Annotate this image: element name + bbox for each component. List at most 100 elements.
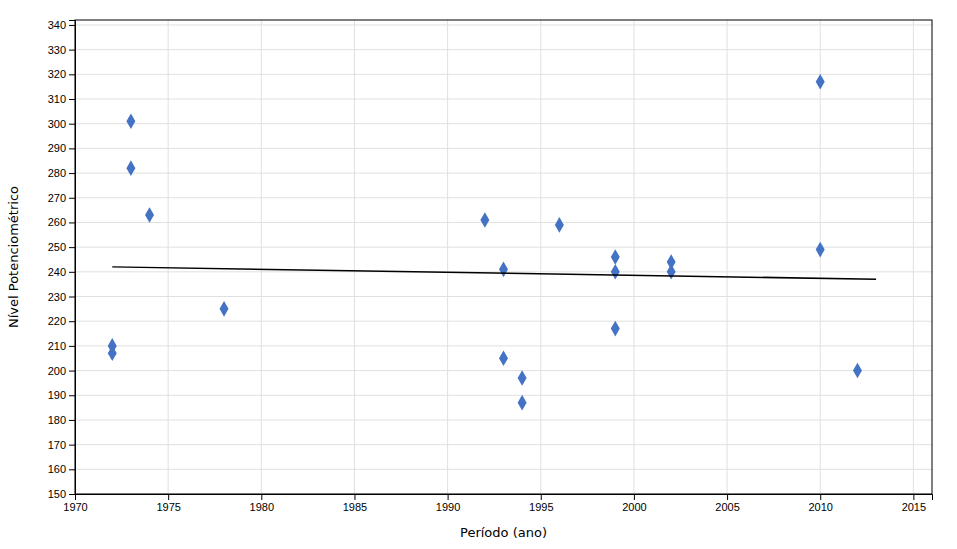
- y-tick: 180: [48, 414, 75, 426]
- y-grid-line: [75, 49, 932, 50]
- y-tick: 280: [48, 167, 75, 179]
- x-tick: 2000: [622, 494, 646, 513]
- y-tick: 190: [48, 389, 75, 401]
- y-tick: 250: [48, 241, 75, 253]
- y-tick-label: 230: [48, 291, 66, 303]
- x-tick-label: 2000: [622, 501, 646, 513]
- y-grid-line: [75, 345, 932, 346]
- y-tick-mark: [69, 494, 75, 495]
- y-tick: 210: [48, 340, 75, 352]
- y-tick: 340: [48, 19, 75, 31]
- y-tick-mark: [69, 445, 75, 446]
- scatter-point: [145, 207, 154, 223]
- y-tick-label: 150: [48, 488, 66, 500]
- x-tick: 1985: [343, 494, 367, 513]
- x-tick-label: 1985: [343, 501, 367, 513]
- y-tick-mark: [69, 74, 75, 75]
- scatter-point: [480, 212, 489, 228]
- x-tick-mark: [913, 494, 914, 500]
- x-tick-label: 2015: [902, 501, 926, 513]
- x-tick-label: 2005: [715, 501, 739, 513]
- y-tick: 330: [48, 44, 75, 56]
- y-grid-line: [75, 24, 932, 25]
- y-tick-mark: [69, 469, 75, 470]
- y-grid-line: [75, 222, 932, 223]
- y-tick-label: 260: [48, 216, 66, 228]
- y-grid-line: [75, 173, 932, 174]
- x-tick-mark: [448, 494, 449, 500]
- y-grid-line: [75, 444, 932, 445]
- y-tick-label: 290: [48, 142, 66, 154]
- y-axis-title: Nível Potenciométrico: [6, 186, 21, 328]
- scatter-point: [518, 370, 527, 386]
- y-tick: 240: [48, 266, 75, 278]
- y-tick-label: 240: [48, 266, 66, 278]
- x-tick-label: 1980: [250, 501, 274, 513]
- x-tick-label: 1970: [63, 501, 87, 513]
- x-axis-title: Período (ano): [460, 525, 547, 540]
- x-grid-line: [727, 20, 728, 494]
- plot: 1970 1975 1980 1985 1990 1995 2000 2005 2010 2015…: [48, 19, 933, 513]
- y-tick-label: 280: [48, 167, 66, 179]
- y-tick-mark: [69, 297, 75, 298]
- y-tick: 160: [48, 463, 75, 475]
- x-tick-label: 1975: [156, 501, 180, 513]
- y-tick-label: 160: [48, 463, 66, 475]
- y-tick-label: 320: [48, 68, 66, 80]
- y-grid-line: [75, 296, 932, 297]
- y-tick-label: 270: [48, 192, 66, 204]
- x-tick: 1975: [156, 494, 180, 513]
- scatter-point: [499, 262, 508, 278]
- y-tick: 260: [48, 216, 75, 228]
- y-grid-line: [75, 370, 932, 371]
- scatter-point: [816, 242, 825, 258]
- x-tick: 1980: [250, 494, 274, 513]
- x-axis: 1970 1975 1980 1985 1990 1995 2000 2005 2010 2015: [63, 494, 932, 513]
- y-tick-mark: [69, 420, 75, 421]
- y-tick-mark: [69, 173, 75, 174]
- y-grid-line: [75, 321, 932, 322]
- y-tick: 170: [48, 439, 75, 451]
- x-tick-mark: [261, 494, 262, 500]
- marks: [108, 74, 876, 411]
- y-grid-line: [75, 247, 932, 248]
- y-tick-label: 170: [48, 439, 66, 451]
- y-tick-label: 310: [48, 93, 66, 105]
- y-grid-line: [75, 419, 932, 420]
- plot-frame: [75, 20, 932, 494]
- chart: 1970 1975 1980 1985 1990 1995 2000 2005 2010 2015…: [0, 0, 957, 549]
- x-tick-label: 1995: [529, 501, 553, 513]
- scatter-point: [816, 74, 825, 90]
- y-tick-label: 190: [48, 389, 66, 401]
- y-tick-mark: [69, 321, 75, 322]
- y-tick-mark: [69, 346, 75, 347]
- y-tick-mark: [69, 272, 75, 273]
- x-grid-line: [261, 20, 262, 494]
- x-axis-line: [76, 495, 933, 501]
- x-grid-line: [540, 20, 541, 494]
- y-grid-line: [75, 123, 932, 124]
- y-tick: 150: [48, 488, 75, 500]
- y-grid-line: [75, 469, 932, 470]
- x-tick-label: 2010: [808, 501, 832, 513]
- y-tick-label: 250: [48, 241, 66, 253]
- y-tick: 220: [48, 315, 75, 327]
- x-tick-mark: [634, 494, 635, 500]
- y-axis-line: [69, 21, 76, 495]
- x-tick: 1990: [436, 494, 460, 513]
- x-tick-mark: [168, 494, 169, 500]
- scatter-point: [518, 395, 527, 411]
- y-tick-mark: [69, 148, 75, 149]
- y-tick-label: 340: [48, 19, 66, 31]
- x-grid-line: [447, 20, 448, 494]
- y-tick-label: 330: [48, 44, 66, 56]
- y-tick: 200: [48, 365, 75, 377]
- x-tick: 1970: [63, 494, 87, 513]
- x-tick-mark: [354, 494, 355, 500]
- y-tick-mark: [69, 198, 75, 199]
- y-grid-line: [75, 74, 932, 75]
- y-tick: 310: [48, 93, 75, 105]
- y-tick-label: 300: [48, 118, 66, 130]
- scatter-point: [126, 113, 135, 129]
- y-tick-mark: [69, 222, 75, 223]
